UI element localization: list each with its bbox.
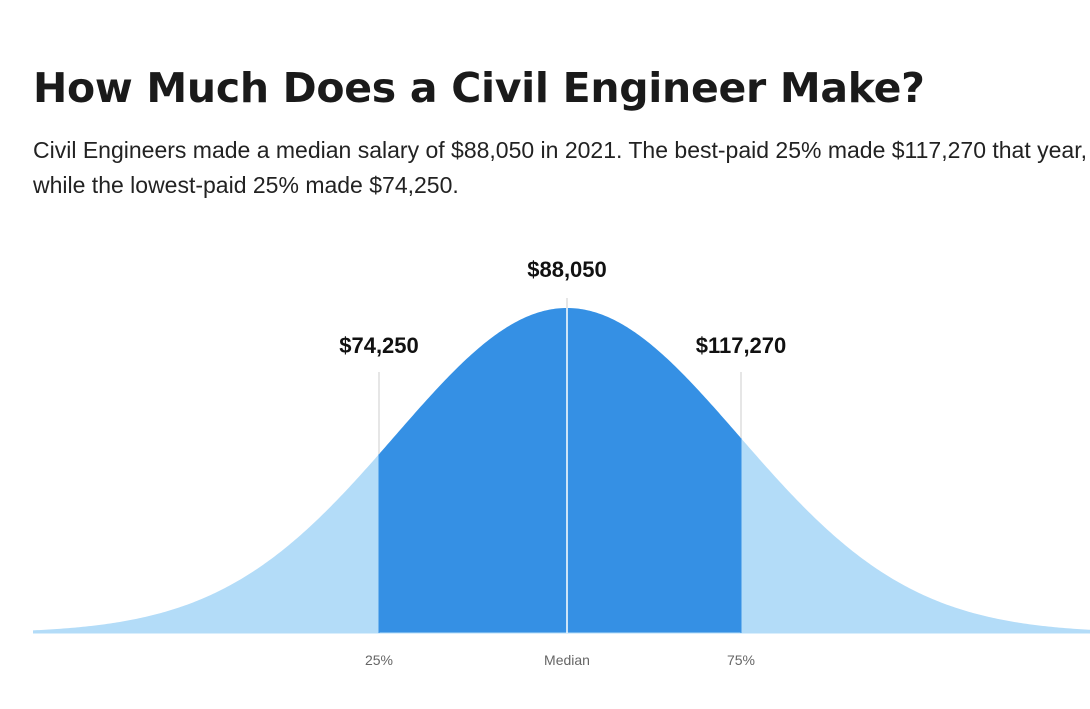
value-label-median: $88,050: [527, 257, 607, 282]
value-label-75-: $117,270: [696, 333, 787, 358]
page-title: How Much Does a Civil Engineer Make?: [33, 64, 925, 112]
interquartile-area: [379, 308, 741, 633]
tick-label-75-: 75%: [727, 652, 755, 668]
value-label-25-: $74,250: [339, 333, 419, 358]
tick-label-median: Median: [544, 652, 590, 668]
tick-label-25-: 25%: [365, 652, 393, 668]
chart-subtitle: Civil Engineers made a median salary of …: [33, 137, 1087, 198]
chart-layer: $74,250 25% $88,050 Median $117,270 75%: [33, 257, 1090, 668]
